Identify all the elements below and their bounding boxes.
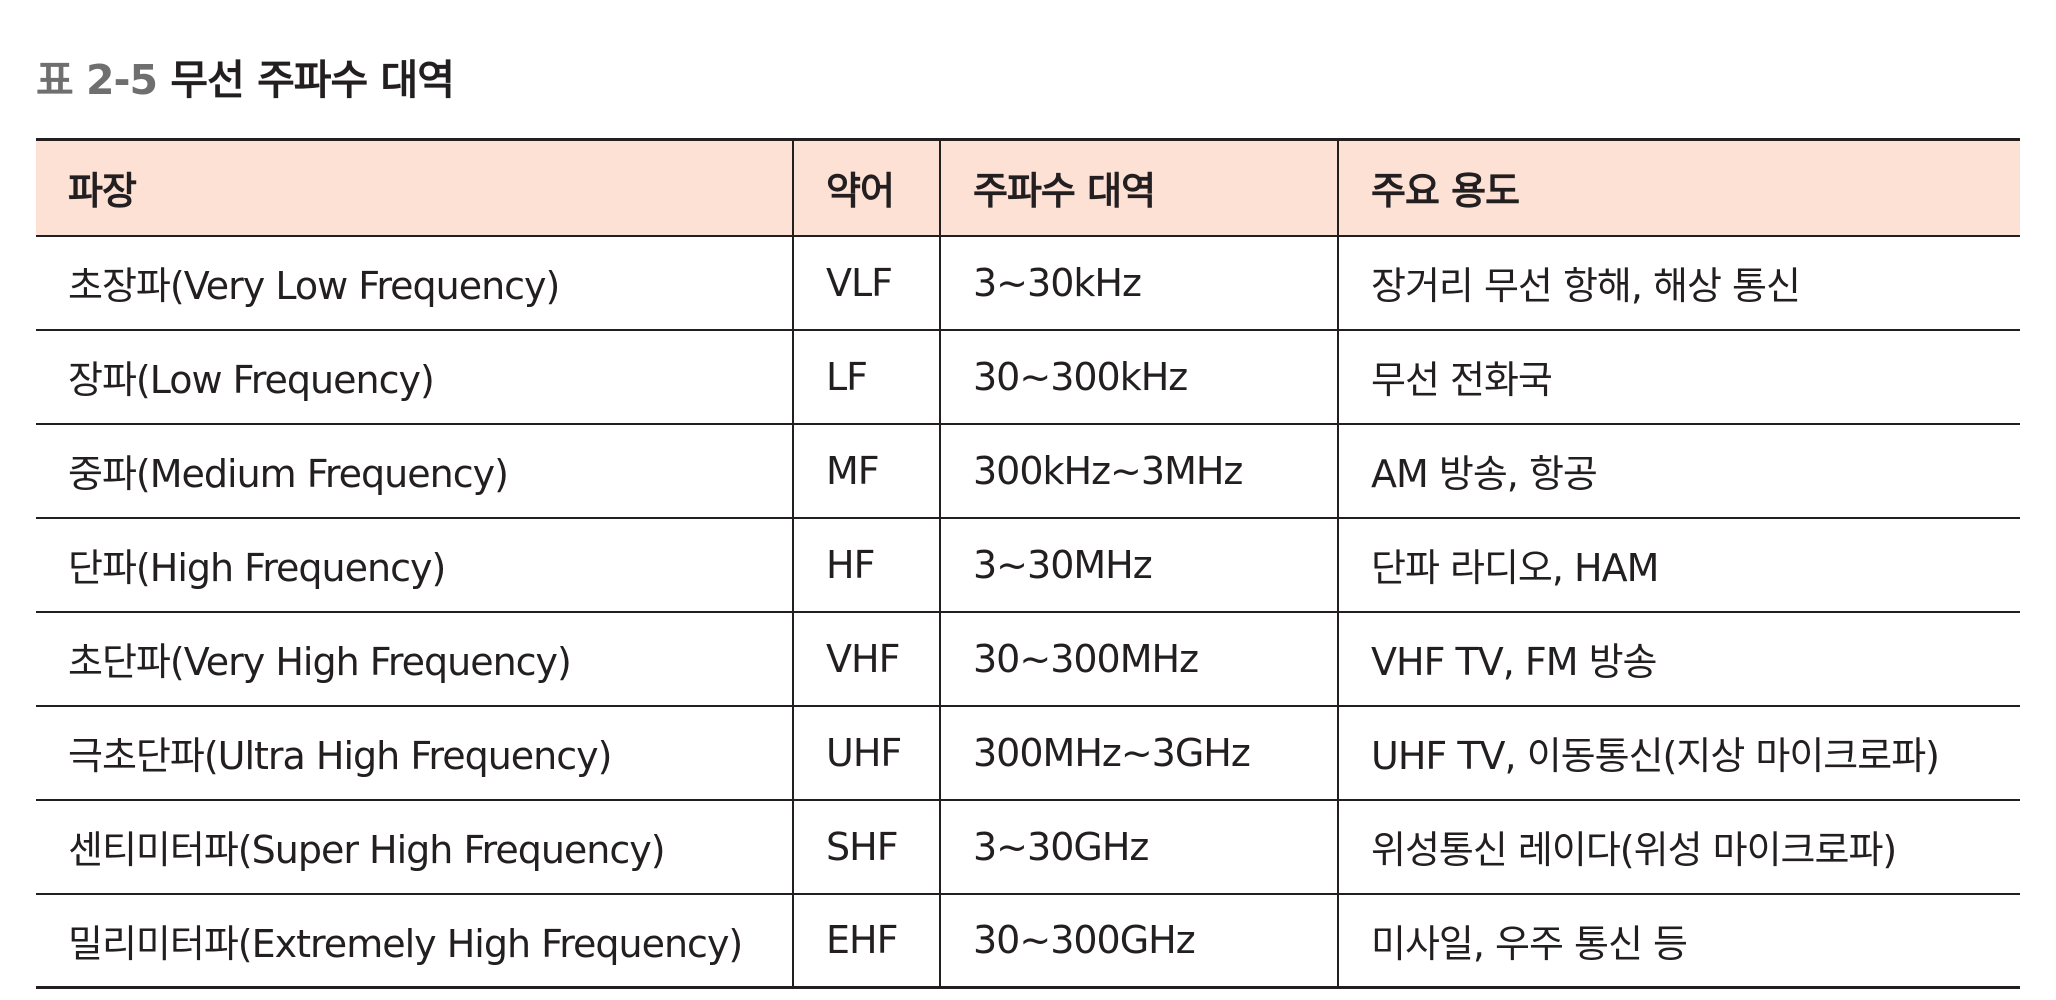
table-title: 무선 주파수 대역 xyxy=(170,56,455,104)
table-row: 중파(Medium Frequency) MF 300kHz~3MHz AM 방… xyxy=(36,422,2020,519)
cell-wavelength: 중파(Medium Frequency) xyxy=(36,422,793,519)
table-row: 센티미터파(Super High Frequency) SHF 3~30GHz … xyxy=(36,798,2020,895)
table-row: 밀리미터파(Extremely High Frequency) EHF 30~3… xyxy=(36,892,2020,989)
table-row: 초장파(Very Low Frequency) VLF 3~30kHz 장거리 … xyxy=(36,234,2020,331)
cell-abbreviation: EHF xyxy=(792,892,940,989)
cell-wavelength: 극초단파(Ultra High Frequency) xyxy=(36,704,793,801)
table-row: 단파(High Frequency) HF 3~30MHz 단파 라디오, HA… xyxy=(36,516,2020,613)
cell-main-usage: AM 방송, 항공 xyxy=(1337,422,2020,519)
header-wavelength: 파장 xyxy=(36,138,793,237)
cell-frequency-band: 30~300kHz xyxy=(939,328,1338,425)
cell-frequency-band: 3~30MHz xyxy=(939,516,1338,613)
cell-main-usage: UHF TV, 이동통신(지상 마이크로파) xyxy=(1337,704,2020,801)
cell-main-usage: 장거리 무선 항해, 해상 통신 xyxy=(1337,234,2020,331)
cell-main-usage: VHF TV, FM 방송 xyxy=(1337,610,2020,707)
cell-abbreviation: VLF xyxy=(792,234,940,331)
cell-frequency-band: 30~300GHz xyxy=(939,892,1338,989)
cell-frequency-band: 3~30kHz xyxy=(939,234,1338,331)
header-abbreviation: 약어 xyxy=(792,138,940,237)
cell-abbreviation: MF xyxy=(792,422,940,519)
cell-wavelength: 장파(Low Frequency) xyxy=(36,328,793,425)
cell-abbreviation: SHF xyxy=(792,798,940,895)
header-main-usage: 주요 용도 xyxy=(1337,138,2020,237)
cell-wavelength: 센티미터파(Super High Frequency) xyxy=(36,798,793,895)
table-row: 초단파(Very High Frequency) VHF 30~300MHz V… xyxy=(36,610,2020,707)
cell-main-usage: 무선 전화국 xyxy=(1337,328,2020,425)
header-row: 파장 약어 주파수 대역 주요 용도 xyxy=(36,138,2020,237)
cell-wavelength: 초단파(Very High Frequency) xyxy=(36,610,793,707)
table-number: 표 2-5 xyxy=(36,56,158,104)
cell-abbreviation: LF xyxy=(792,328,940,425)
cell-abbreviation: VHF xyxy=(792,610,940,707)
cell-main-usage: 미사일, 우주 통신 등 xyxy=(1337,892,2020,989)
cell-frequency-band: 30~300MHz xyxy=(939,610,1338,707)
cell-frequency-band: 300MHz~3GHz xyxy=(939,704,1338,801)
cell-frequency-band: 300kHz~3MHz xyxy=(939,422,1338,519)
cell-main-usage: 위성통신 레이다(위성 마이크로파) xyxy=(1337,798,2020,895)
cell-main-usage: 단파 라디오, HAM xyxy=(1337,516,2020,613)
cell-frequency-band: 3~30GHz xyxy=(939,798,1338,895)
table-row: 극초단파(Ultra High Frequency) UHF 300MHz~3G… xyxy=(36,704,2020,801)
table-caption: 표 2-5 무선 주파수 대역 xyxy=(36,50,455,110)
cell-abbreviation: UHF xyxy=(792,704,940,801)
cell-wavelength: 초장파(Very Low Frequency) xyxy=(36,234,793,331)
cell-wavelength: 단파(High Frequency) xyxy=(36,516,793,613)
table-row: 장파(Low Frequency) LF 30~300kHz 무선 전화국 xyxy=(36,328,2020,425)
frequency-band-table: 파장 약어 주파수 대역 주요 용도 초장파(Very Low Frequenc… xyxy=(36,138,2020,989)
cell-abbreviation: HF xyxy=(792,516,940,613)
header-frequency-band: 주파수 대역 xyxy=(939,138,1338,237)
cell-wavelength: 밀리미터파(Extremely High Frequency) xyxy=(36,892,793,989)
